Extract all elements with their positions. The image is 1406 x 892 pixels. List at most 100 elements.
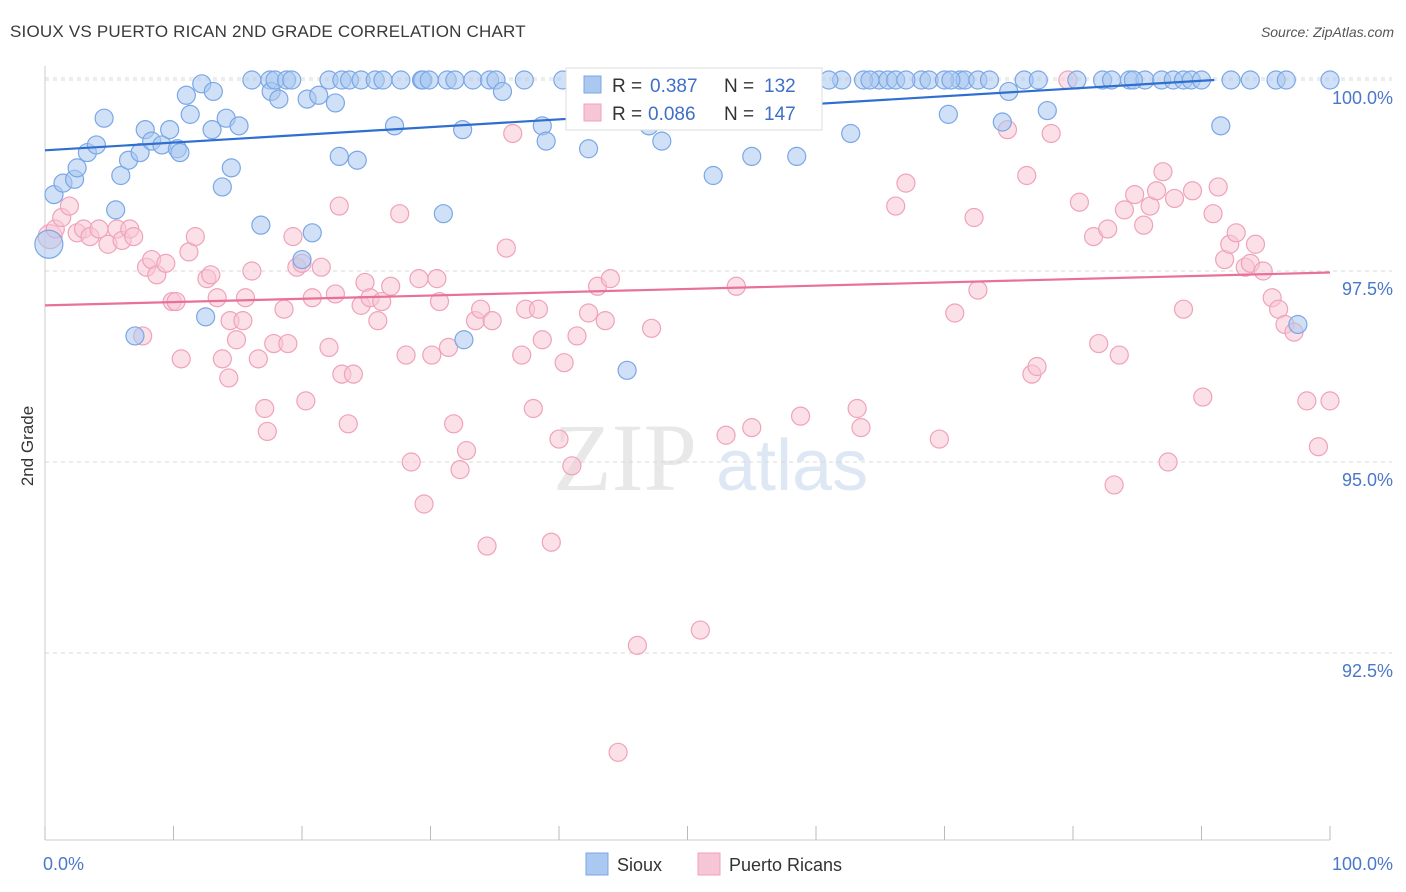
- data-point: [886, 196, 906, 216]
- gridlines: [45, 77, 1392, 654]
- data-point: [726, 276, 746, 296]
- legend-swatch-puerto-ricans: [583, 103, 602, 122]
- data-point: [1158, 452, 1178, 472]
- data-point: [67, 158, 87, 178]
- data-point: [1182, 181, 1203, 201]
- data-point: [1037, 100, 1057, 121]
- data-point: [716, 425, 736, 445]
- data-point: [536, 131, 556, 151]
- data-point: [1027, 356, 1047, 377]
- data-point: [1193, 387, 1213, 407]
- data-point: [514, 70, 534, 90]
- data-point: [59, 196, 80, 216]
- data-point: [325, 284, 346, 304]
- data-point: [212, 177, 232, 197]
- data-point: [742, 146, 762, 166]
- watermark-zip: ZIP: [553, 404, 697, 511]
- data-point: [1208, 177, 1228, 197]
- data-point: [477, 536, 497, 556]
- data-point: [296, 391, 316, 411]
- y-tick-label: 97.5%: [1342, 279, 1393, 299]
- legend-swatch-sioux: [583, 75, 602, 94]
- data-point: [641, 318, 662, 338]
- data-point: [171, 349, 191, 369]
- legend-r-value-sioux: 0.387: [650, 76, 698, 97]
- data-point: [992, 112, 1012, 132]
- data-point: [1089, 333, 1109, 354]
- data-point: [347, 150, 367, 170]
- y-tick-label: 92.5%: [1342, 661, 1393, 681]
- data-point: [185, 227, 205, 247]
- bottom-legend-swatch-puerto-ricans: [697, 852, 721, 876]
- data-point: [207, 288, 227, 308]
- data-point: [302, 223, 322, 243]
- legend-n-label-puerto-ricans: N =: [724, 104, 754, 125]
- data-point: [373, 70, 393, 90]
- data-point: [471, 299, 491, 319]
- data-point: [391, 70, 411, 90]
- data-point: [203, 81, 223, 102]
- watermark-atlas: atlas: [716, 426, 868, 506]
- data-point: [492, 81, 513, 102]
- bottom-legend-label-puerto-ricans: Puerto Ricans: [729, 855, 842, 875]
- data-point: [1173, 299, 1194, 319]
- data-point: [851, 418, 871, 438]
- data-point: [938, 104, 958, 124]
- y-axis-title: 2nd Grade: [18, 406, 37, 486]
- data-point: [860, 70, 880, 90]
- data-point: [896, 173, 916, 193]
- data-point: [617, 360, 637, 380]
- data-point: [257, 421, 277, 442]
- data-point: [390, 204, 410, 224]
- data-point: [1240, 70, 1260, 90]
- data-point: [1288, 314, 1308, 335]
- data-point: [595, 311, 615, 331]
- x-tick-labels: 0.0% 100.0%: [43, 854, 1393, 874]
- data-point: [1253, 261, 1273, 281]
- data-point: [1320, 391, 1340, 411]
- data-point: [496, 238, 516, 258]
- data-point: [212, 349, 232, 369]
- data-point: [1221, 70, 1241, 90]
- y-tick-label: 95.0%: [1342, 470, 1393, 490]
- data-point: [111, 165, 131, 186]
- data-point: [1297, 391, 1317, 411]
- data-point: [1017, 165, 1037, 186]
- data-point: [419, 70, 439, 90]
- trend-line-puerto-ricans: [44, 271, 1331, 307]
- data-point: [438, 337, 459, 357]
- data-point: [690, 620, 710, 640]
- source-label: Source: ZipAtlas.com: [1260, 24, 1394, 40]
- data-point: [94, 108, 114, 128]
- data-point: [201, 265, 221, 285]
- data-point: [311, 257, 331, 277]
- y-tick-labels: 92.5% 95.0% 97.5% 100.0%: [1332, 88, 1393, 681]
- data-point: [541, 532, 561, 552]
- data-point: [176, 85, 196, 105]
- data-point: [787, 146, 807, 166]
- data-point: [1320, 70, 1340, 90]
- data-point: [456, 440, 477, 461]
- data-point: [1114, 200, 1135, 220]
- data-point: [503, 123, 523, 144]
- data-point: [319, 337, 339, 357]
- data-point: [1211, 116, 1231, 136]
- data-point: [255, 398, 275, 419]
- data-point: [34, 229, 64, 259]
- legend-r-label-sioux: R =: [612, 76, 642, 97]
- data-point: [269, 89, 289, 109]
- data-point: [1067, 70, 1087, 90]
- data-point: [381, 276, 401, 296]
- data-point: [652, 131, 672, 151]
- data-point: [292, 249, 312, 270]
- data-point: [454, 330, 474, 350]
- data-point: [396, 345, 416, 365]
- data-point: [202, 120, 222, 140]
- data-point: [125, 326, 145, 346]
- legend-r-value-puerto-ricans: 0.086: [648, 104, 696, 125]
- data-point: [742, 418, 762, 438]
- data-point: [433, 204, 453, 224]
- data-point: [409, 269, 429, 289]
- data-point: [567, 326, 587, 346]
- data-point: [282, 70, 302, 90]
